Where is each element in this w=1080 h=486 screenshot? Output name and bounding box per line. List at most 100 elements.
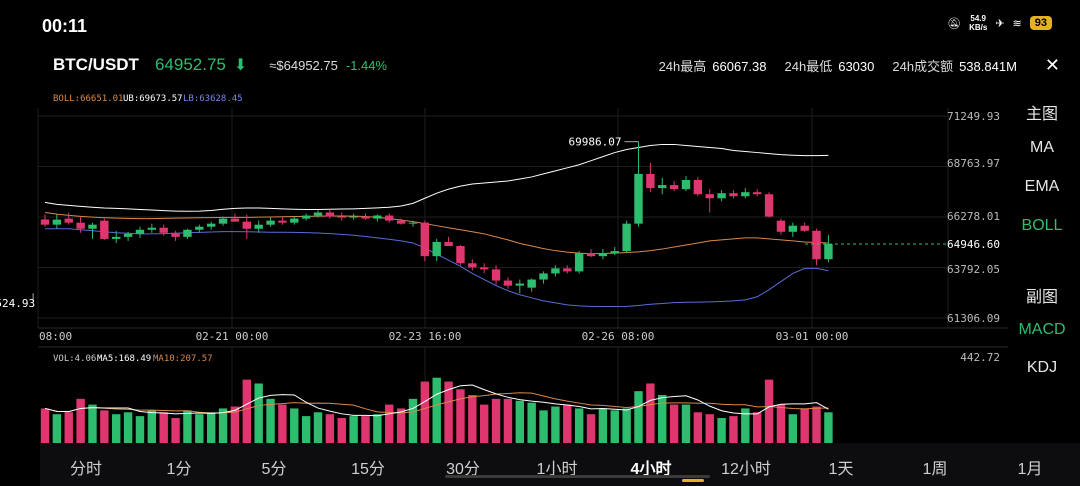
volume-bar-54 xyxy=(681,404,691,443)
candle-body-10 xyxy=(159,227,168,233)
mute-icon: 🔕︎ xyxy=(947,17,962,30)
candles xyxy=(40,141,833,294)
tf-1m[interactable]: 1分 xyxy=(166,461,192,478)
volume-bar-45 xyxy=(574,408,584,443)
volume-bar-5 xyxy=(100,410,109,443)
tf-30m[interactable]: 30分 xyxy=(446,461,480,478)
y-tick-2: 68763.97 xyxy=(947,157,1000,170)
volume-bar-33 xyxy=(432,377,441,443)
y-tick-4: 63792.05 xyxy=(947,263,1000,276)
candle-body-12 xyxy=(183,229,192,237)
candle-body-18 xyxy=(254,224,263,229)
24h-low: 24h最低 63030 xyxy=(785,56,875,75)
candle-body-50 xyxy=(634,173,643,224)
indicator-menu: 主图 MA EMA BOLL 副图 MACD KDJ xyxy=(1004,0,1080,443)
volume-ma-lines xyxy=(44,384,829,417)
menu-macd[interactable]: MACD xyxy=(1018,321,1066,338)
candle-body-1 xyxy=(52,219,62,225)
volume-bar-39 xyxy=(503,398,513,443)
candle-body-59 xyxy=(741,192,750,197)
timeframe-bar: 分时 1分 5分 15分 30分 1小时 4小时 12小时 1天 1周 1月 xyxy=(40,443,1080,486)
usd-price: ≈$64952.75 xyxy=(269,57,338,73)
volume-bar-57 xyxy=(717,418,726,443)
menu-boll[interactable]: BOLL xyxy=(1021,217,1063,234)
candle-body-51 xyxy=(646,173,655,189)
tf-1mo[interactable]: 1月 xyxy=(1017,461,1043,478)
candle-body-63 xyxy=(788,225,798,232)
menu-main-chart[interactable]: 主图 xyxy=(1025,106,1058,123)
volume-bar-2 xyxy=(64,412,73,443)
candle-body-42 xyxy=(539,273,548,280)
candle-body-21 xyxy=(290,218,299,223)
volume-bar-38 xyxy=(491,398,501,443)
candle-body-24 xyxy=(325,212,335,217)
boll-ub-line xyxy=(44,143,829,212)
candle-body-39 xyxy=(503,280,513,286)
battery-icon: 93 xyxy=(1029,16,1052,30)
close-icon[interactable]: ✕ xyxy=(1044,54,1060,75)
candle-body-19 xyxy=(266,220,275,225)
tf-4h[interactable]: 4小时 xyxy=(630,461,672,478)
candle-body-36 xyxy=(468,263,477,268)
volume-bar-46 xyxy=(586,414,596,443)
wifi-icon: ≋ xyxy=(1012,17,1022,30)
candle-body-40 xyxy=(515,283,524,286)
menu-ma[interactable]: MA xyxy=(1030,139,1054,156)
boll-mid-label: BOLL:66651.01 xyxy=(53,94,123,104)
timeframe-scrollbar[interactable] xyxy=(445,475,710,478)
tf-5m[interactable]: 5分 xyxy=(261,461,287,478)
volume-bar-15 xyxy=(218,408,228,443)
candle-body-65 xyxy=(812,230,821,260)
tf-1d[interactable]: 1天 xyxy=(828,461,854,478)
24h-low-label: 24h最低 xyxy=(784,58,833,74)
candle-body-53 xyxy=(669,185,679,190)
candle-body-45 xyxy=(574,253,584,272)
menu-ema[interactable]: EMA xyxy=(1024,178,1060,195)
candle-body-13 xyxy=(195,226,204,230)
candle-body-6 xyxy=(112,236,121,239)
volume-bar-11 xyxy=(171,418,180,443)
volume-bar-19 xyxy=(266,398,275,443)
menu-sub-chart[interactable]: 副图 xyxy=(1025,289,1058,306)
volume-bar-49 xyxy=(622,408,631,443)
current-price-tag: 64946.60 xyxy=(947,238,1000,251)
tf-timeshare[interactable]: 分时 xyxy=(69,461,103,478)
volume-bar-44 xyxy=(563,404,572,443)
candle-body-64 xyxy=(800,225,809,231)
tf-12h[interactable]: 12小时 xyxy=(721,461,771,478)
volume-bar-55 xyxy=(693,412,703,443)
volume-bar-7 xyxy=(123,412,133,443)
candlestick-chart[interactable]: BOLL:66651.01 UB:69673.57 LB:63628.45 71… xyxy=(0,0,1010,443)
volume-bar-63 xyxy=(788,414,798,443)
candle-body-61 xyxy=(764,194,774,217)
24h-stats: 24h最高 66067.38 24h最低 63030 24h成交额 538.841M xyxy=(659,56,1017,75)
volume-bar-53 xyxy=(669,404,679,443)
candle-body-62 xyxy=(776,220,786,232)
x-tick-5: 03-01 00:00 xyxy=(776,330,849,343)
menu-kdj[interactable]: KDJ xyxy=(1026,359,1058,376)
tf-1w[interactable]: 1周 xyxy=(922,461,948,478)
volume-bar-47 xyxy=(598,408,608,443)
volume-bar-66 xyxy=(824,412,833,443)
volume-bar-30 xyxy=(396,408,406,443)
candle-body-4 xyxy=(88,224,97,229)
volume-bar-27 xyxy=(361,416,370,443)
active-timeframe-indicator xyxy=(682,479,704,482)
volume-bar-36 xyxy=(468,395,477,443)
24h-volume-label: 24h成交额 xyxy=(892,58,954,74)
status-icons: 🔕︎ 54.9 KB/s ✈ ≋ 93 xyxy=(947,14,1052,32)
volume-bar-17 xyxy=(242,379,251,443)
candle-body-48 xyxy=(610,251,619,254)
candle-body-5 xyxy=(100,220,109,239)
pair-selector[interactable]: BTC/USDT xyxy=(53,55,139,74)
24h-volume-value: 538.841M xyxy=(959,58,1017,74)
boll-ub-label: UB:69673.57 xyxy=(123,94,183,104)
candle-body-49 xyxy=(622,223,631,252)
volume-bar-58 xyxy=(729,416,738,443)
airplane-icon: ✈ xyxy=(995,17,1005,30)
candle-body-23 xyxy=(313,212,323,216)
volume-bar-41 xyxy=(527,402,536,443)
tf-15m[interactable]: 15分 xyxy=(351,461,385,478)
tf-1h[interactable]: 1小时 xyxy=(536,461,578,478)
chart-grid xyxy=(37,108,1008,443)
